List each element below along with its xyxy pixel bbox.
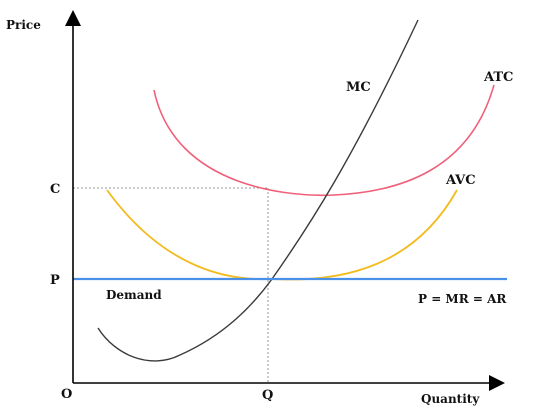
demand-label: Demand xyxy=(106,288,162,302)
origin-label: O xyxy=(61,387,72,402)
avc-label: AVC xyxy=(445,173,476,188)
avc-curve xyxy=(106,189,458,281)
atc-label: ATC xyxy=(483,70,513,85)
x-axis-label: Quantity xyxy=(421,392,480,406)
y-axis-label: Price xyxy=(6,18,41,32)
mc-label: MC xyxy=(346,80,371,95)
mc-curve xyxy=(97,19,419,362)
y-tick-p: P xyxy=(50,273,60,288)
demand-equation-label: P = MR = AR xyxy=(418,292,507,306)
y-tick-c: C xyxy=(50,182,60,197)
x-tick-q: Q xyxy=(262,388,273,403)
atc-curve xyxy=(153,84,495,197)
